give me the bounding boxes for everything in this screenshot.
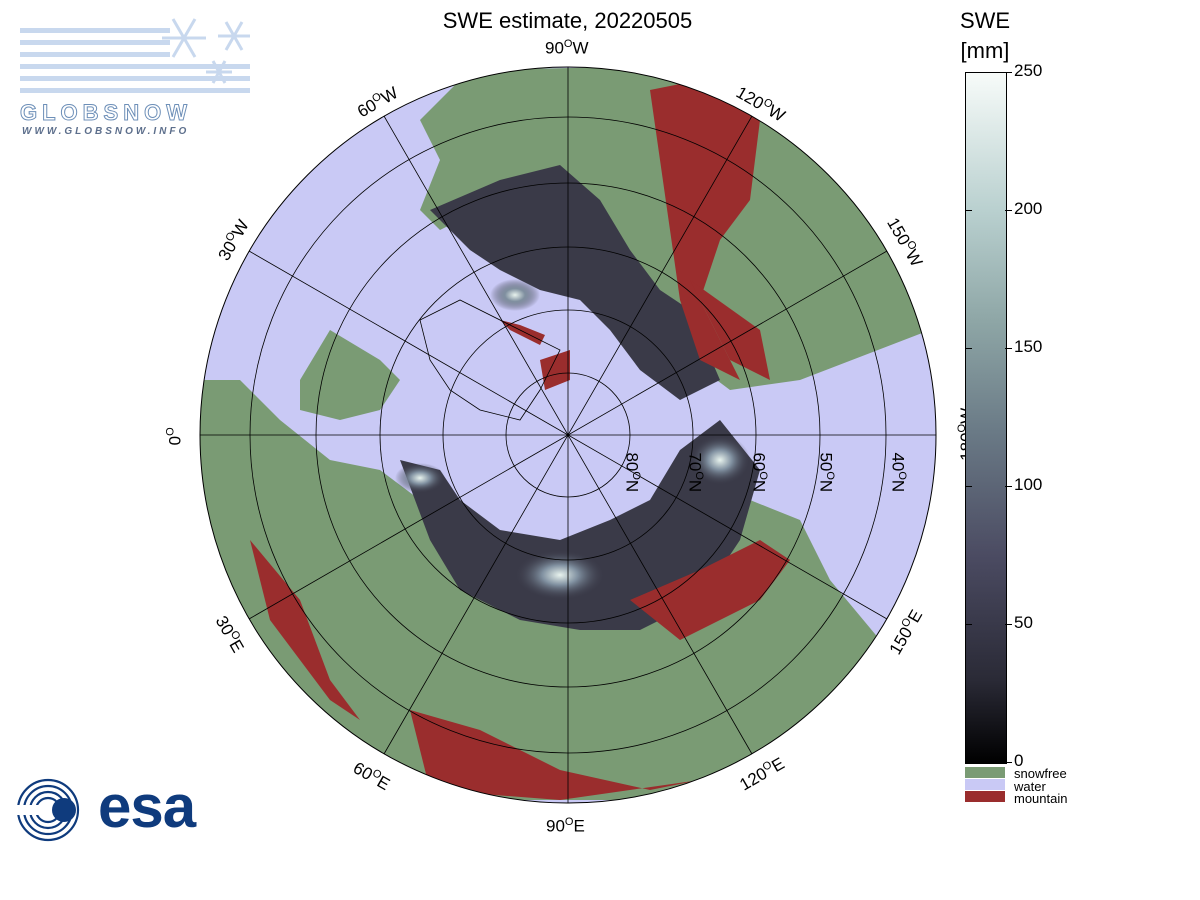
- graticule: [199, 66, 937, 804]
- legend-swatch-mountain: [965, 791, 1005, 802]
- colorbar-tick-mark: [1005, 486, 1012, 487]
- colorbar-title-swe: SWE: [959, 8, 1011, 33]
- colorbar-tick-mark-left: [965, 72, 972, 73]
- colorbar-tick-mark: [1005, 72, 1012, 73]
- colorbar-tick-label: 100: [1014, 475, 1043, 494]
- meridian-label-90w: 90OW: [545, 38, 589, 58]
- esa-emblem-icon: [14, 778, 80, 842]
- legend-label-water: water: [1014, 779, 1046, 794]
- meridian-label-90e: 90OE: [546, 816, 585, 836]
- snow-high-europe: [395, 463, 445, 493]
- colorbar-tick-label: 150: [1014, 337, 1043, 356]
- colorbar-tick-mark: [1005, 348, 1012, 349]
- arctic-ice-outline: [419, 299, 561, 421]
- logo-url: WWW.GLOBSNOW.INFO: [22, 126, 190, 137]
- colorbar-tick-mark: [1005, 624, 1012, 625]
- colorbar-tick-mark: [1005, 762, 1012, 763]
- map-title: SWE estimate, 20220505: [442, 8, 693, 33]
- legend-swatch-water: [965, 779, 1005, 790]
- logo-wordmark: GLOBSNOW: [20, 100, 192, 126]
- colorbar-tick-mark-left: [965, 624, 972, 625]
- eurasia-snow: [400, 420, 760, 630]
- legend-swatch-snowfree: [965, 767, 1005, 778]
- snowflake-icon: [162, 18, 250, 84]
- colorbar-tick-mark-left: [965, 348, 972, 349]
- parallel-label-70n: 70ON: [685, 452, 706, 493]
- esa-logo: esa: [14, 773, 224, 842]
- colorbar-tick-label: 250: [1014, 61, 1043, 80]
- colorbar-tick-label: 0: [1014, 751, 1024, 770]
- colorbar-gradient: [965, 72, 1007, 764]
- colorbar-tick-label: 50: [1014, 613, 1033, 632]
- legend-label-mountain: mountain: [1014, 791, 1068, 806]
- colorbar-tick-mark-left: [965, 210, 972, 211]
- colorbar-tick-label: 200: [1014, 199, 1043, 218]
- colorbar-tick-mark-left: [965, 762, 972, 763]
- parallel-label-80n: 80ON: [622, 452, 643, 493]
- snow-high-asia: [515, 550, 605, 600]
- north-america-snow: [430, 165, 720, 400]
- globsnow-logo: GLOBSNOW WWW.GLOBSNOW.INFO: [14, 10, 264, 140]
- legend-label-snowfree: snowfree: [1014, 766, 1067, 781]
- greenland-land: [300, 330, 400, 420]
- snow-high-canada: [490, 279, 540, 311]
- parallel-label-40n: 40ON: [888, 452, 909, 493]
- meridian-label-0: 0O: [164, 427, 185, 446]
- parallel-label-50n: 50ON: [816, 452, 837, 493]
- colorbar-tick-mark-left: [965, 486, 972, 487]
- esa-wordmark: esa: [98, 773, 196, 840]
- colorbar-tick-mark: [1005, 210, 1012, 211]
- snow-high-east: [690, 435, 750, 485]
- mountain-areas: [250, 80, 800, 800]
- colorbar-title: SWE [mm]: [955, 6, 1015, 66]
- colorbar-title-unit: [mm]: [960, 38, 1010, 63]
- parallel-label-60n: 60ON: [749, 452, 770, 493]
